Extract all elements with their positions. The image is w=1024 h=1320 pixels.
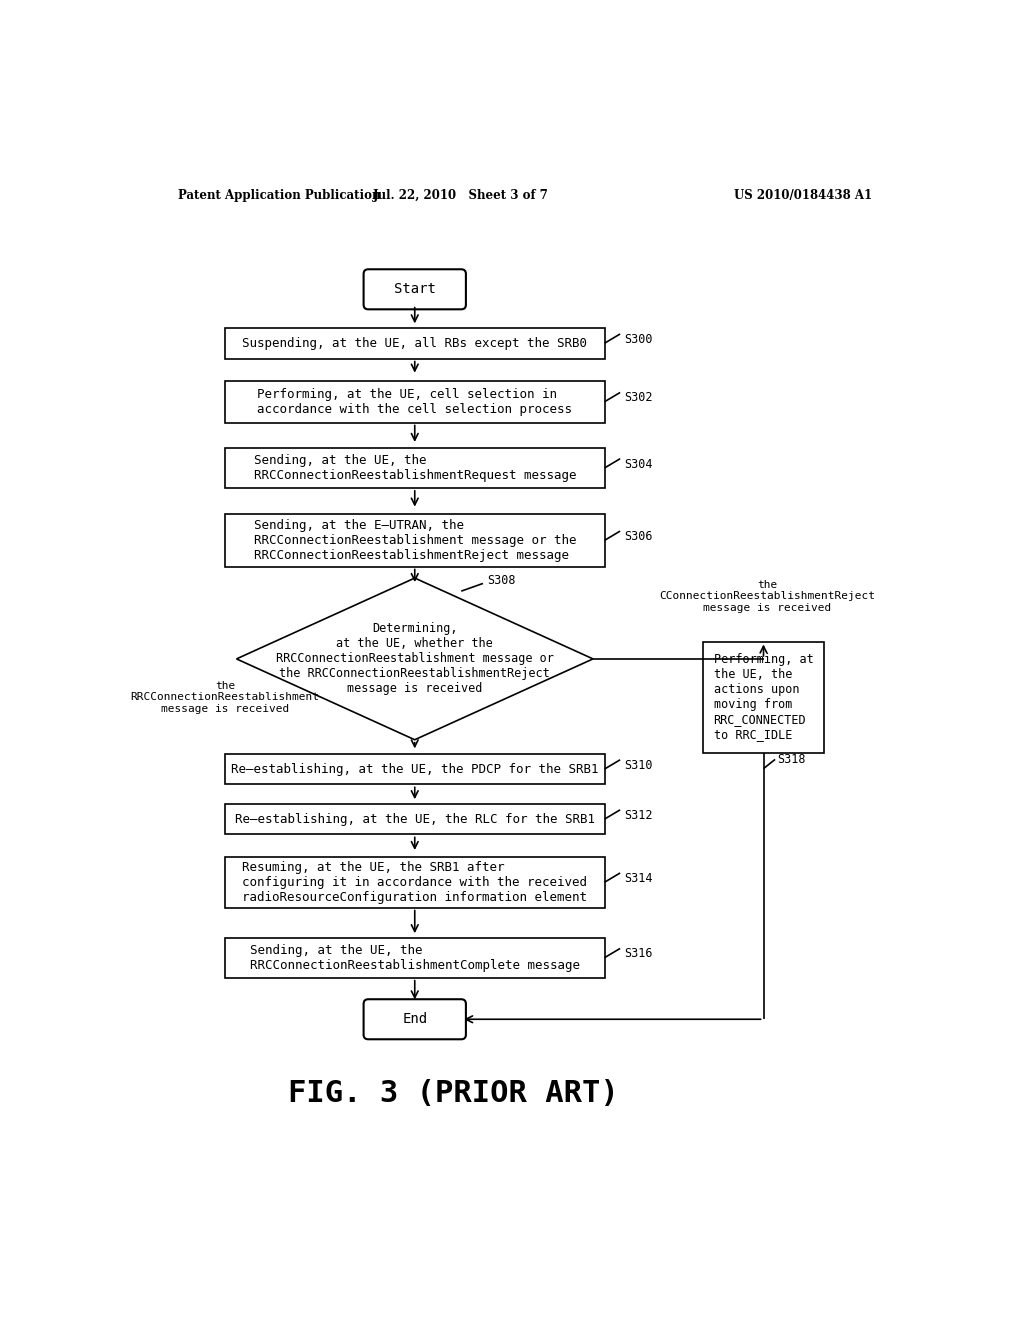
Text: S308: S308 [486, 574, 515, 587]
Text: Patent Application Publication: Patent Application Publication [178, 189, 381, 202]
Text: End: End [402, 1012, 427, 1026]
Text: S300: S300 [624, 333, 652, 346]
Text: Sending, at the E–UTRAN, the
RRCConnectionReestablishment message or the
RRCConn: Sending, at the E–UTRAN, the RRCConnecti… [254, 519, 575, 562]
FancyBboxPatch shape [364, 999, 466, 1039]
Text: S302: S302 [624, 391, 652, 404]
Text: Jul. 22, 2010   Sheet 3 of 7: Jul. 22, 2010 Sheet 3 of 7 [374, 189, 549, 202]
Text: Sending, at the UE, the
RRCConnectionReestablishmentRequest message: Sending, at the UE, the RRCConnectionRee… [254, 454, 575, 482]
Bar [225, 327, 604, 359]
FancyBboxPatch shape [364, 269, 466, 309]
Text: Sending, at the UE, the
RRCConnectionReestablishmentComplete message: Sending, at the UE, the RRCConnectionRee… [250, 944, 580, 972]
Bar [225, 937, 604, 978]
Text: Determining,
at the UE, whether the
RRCConnectionReestablishment message or
the : Determining, at the UE, whether the RRCC… [275, 623, 554, 696]
Bar [225, 754, 604, 784]
Text: S314: S314 [624, 871, 652, 884]
Text: Suspending, at the UE, all RBs except the SRB0: Suspending, at the UE, all RBs except th… [243, 337, 587, 350]
Text: S304: S304 [624, 458, 652, 471]
Bar [225, 447, 604, 488]
Text: S310: S310 [624, 759, 652, 772]
Text: Resuming, at the UE, the SRB1 after
configuring it in accordance with the receiv: Resuming, at the UE, the SRB1 after conf… [243, 861, 587, 904]
Text: Re–establishing, at the UE, the PDCP for the SRB1: Re–establishing, at the UE, the PDCP for… [231, 763, 598, 776]
Text: US 2010/0184438 A1: US 2010/0184438 A1 [734, 189, 872, 202]
Bar [225, 804, 604, 834]
Text: S312: S312 [624, 809, 652, 822]
Text: S318: S318 [777, 752, 806, 766]
Text: the
RRCConnectionReestablishment
message is received: the RRCConnectionReestablishment message… [130, 681, 319, 714]
Bar [225, 513, 604, 566]
Polygon shape [237, 578, 593, 739]
Text: Performing, at the UE, cell selection in
accordance with the cell selection proc: Performing, at the UE, cell selection in… [257, 388, 572, 416]
Text: the
CConnectionReestablishmentReject
message is received: the CConnectionReestablishmentReject mes… [659, 579, 876, 612]
Text: S306: S306 [624, 529, 652, 543]
Text: S316: S316 [624, 948, 652, 961]
Text: Performing, at
the UE, the
actions upon
moving from
RRC_CONNECTED
to RRC_IDLE: Performing, at the UE, the actions upon … [714, 653, 813, 742]
Text: Re–establishing, at the UE, the RLC for the SRB1: Re–establishing, at the UE, the RLC for … [234, 813, 595, 825]
Bar [225, 381, 604, 422]
Bar [703, 642, 823, 754]
Text: FIG. 3 (PRIOR ART): FIG. 3 (PRIOR ART) [288, 1080, 618, 1109]
Text: Start: Start [394, 282, 435, 296]
Bar [225, 857, 604, 908]
